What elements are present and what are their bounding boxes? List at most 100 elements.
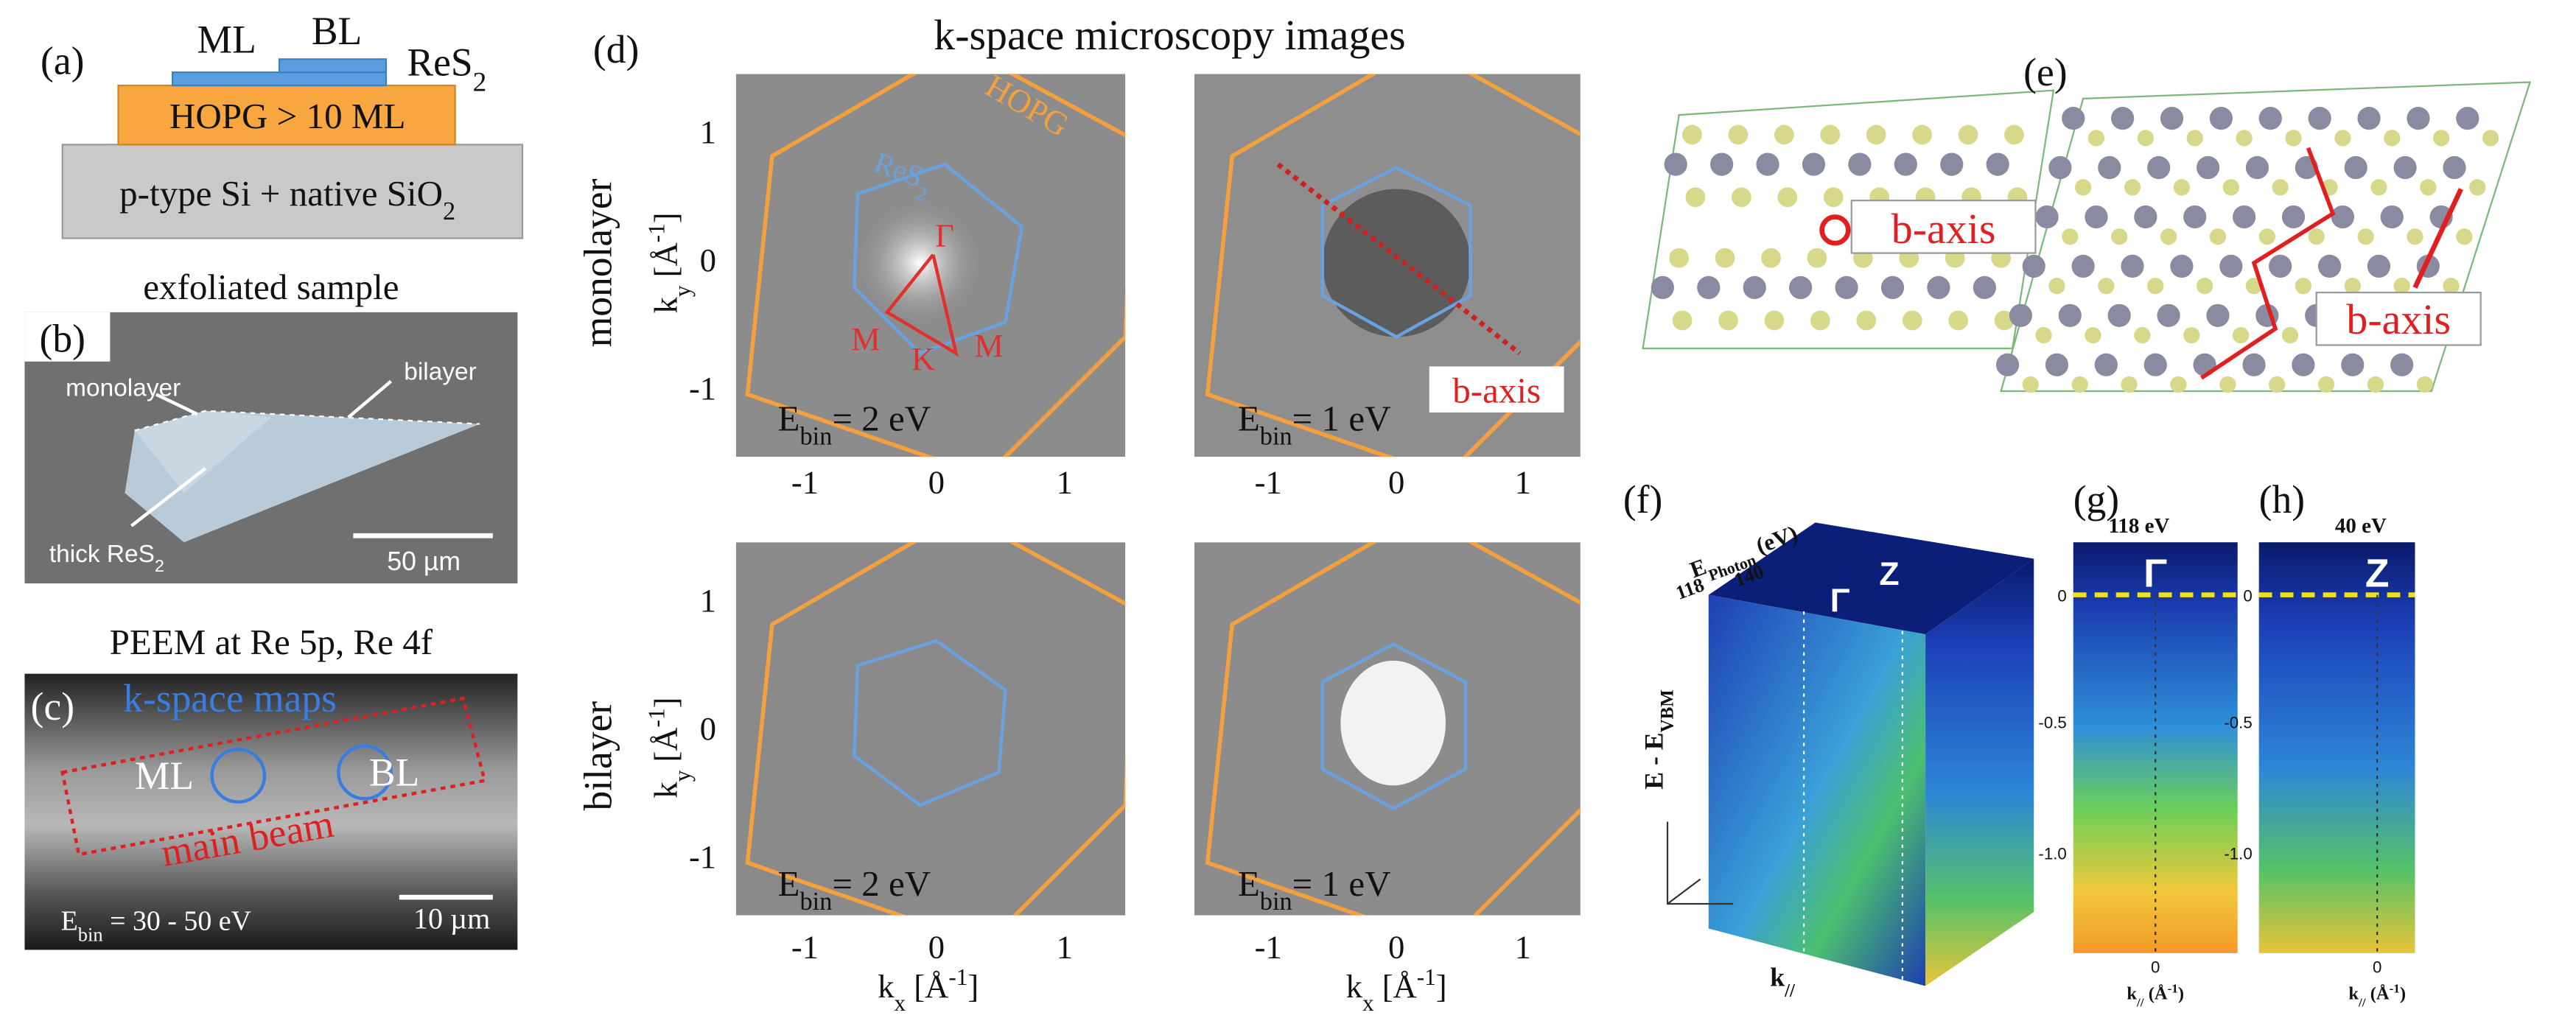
label: Γ xyxy=(1830,583,1850,619)
label: M xyxy=(851,320,881,357)
atom xyxy=(2121,254,2144,278)
panel-label: (g) xyxy=(2073,477,2119,522)
atom xyxy=(2160,228,2177,245)
atom xyxy=(2196,155,2220,180)
cube-side xyxy=(1925,558,2034,986)
label: Ebin= 2 eV xyxy=(778,863,931,916)
label: Γ xyxy=(935,217,954,254)
atom xyxy=(2281,205,2306,229)
label: (Å xyxy=(2366,983,2390,1003)
atom xyxy=(2183,205,2207,229)
atom xyxy=(2384,130,2401,147)
atom xyxy=(2157,303,2180,327)
label: 118 eV xyxy=(2108,514,2169,538)
atom xyxy=(2317,376,2335,393)
atom xyxy=(2071,376,2088,393)
atom xyxy=(1718,310,1738,331)
label: = 1 eV xyxy=(1292,863,1391,904)
atom xyxy=(2143,353,2167,376)
label: Ebin= 2 eV xyxy=(778,398,931,450)
atom xyxy=(2160,107,2184,130)
label: k// xyxy=(1770,963,1796,1001)
atom xyxy=(1902,310,1922,331)
atom xyxy=(1823,187,1844,208)
atom xyxy=(2443,155,2466,180)
peem-image xyxy=(24,673,518,950)
path xyxy=(884,253,959,357)
label: x xyxy=(1362,990,1374,1016)
atom xyxy=(1764,310,1785,331)
x-tick-label: -1 xyxy=(1255,929,1282,966)
b-axis-line xyxy=(1276,162,1522,356)
panel-label: (c) xyxy=(31,684,74,729)
atom xyxy=(2098,278,2115,295)
label: HOPG > 10 ML xyxy=(169,96,406,136)
hopg-zone xyxy=(1205,74,1581,457)
label-backing xyxy=(1850,200,2037,254)
label: -1 xyxy=(2390,981,2400,995)
label: k xyxy=(2348,983,2359,1003)
atom xyxy=(2048,278,2065,295)
label: ReS xyxy=(407,41,472,85)
atom xyxy=(2147,155,2171,180)
label: ML xyxy=(197,17,256,61)
x-tick-label: 0 xyxy=(1388,929,1404,966)
label: b-axis xyxy=(2346,295,2451,343)
atom xyxy=(2416,376,2434,393)
y-tick-label: -1.0 xyxy=(2038,845,2066,863)
label: k xyxy=(648,296,685,313)
atom xyxy=(2285,130,2302,147)
label: PEEM at Re 5p, Re 4f xyxy=(110,622,433,662)
y-tick-label: -0.5 xyxy=(2038,713,2066,731)
label: -1 xyxy=(1417,964,1436,990)
atom xyxy=(2022,254,2045,278)
atom xyxy=(2456,228,2473,245)
atom xyxy=(2004,124,2024,145)
label: E xyxy=(1238,398,1260,438)
atom xyxy=(2219,376,2236,393)
label: p-type Si + native SiO2 xyxy=(119,173,455,225)
atom xyxy=(2295,278,2312,295)
label: k xyxy=(648,782,685,798)
atom xyxy=(2233,326,2250,344)
atom xyxy=(2367,254,2391,278)
label: [Å xyxy=(648,727,685,770)
label: monolayer xyxy=(66,375,181,402)
label: bin xyxy=(78,924,103,946)
bilayer-strip xyxy=(278,58,388,74)
atom xyxy=(1958,124,1978,145)
atom xyxy=(2236,130,2253,147)
atom xyxy=(1880,275,1905,300)
atom xyxy=(2393,155,2417,180)
label: k xyxy=(2127,983,2137,1003)
atom xyxy=(2196,278,2213,295)
atom xyxy=(1820,124,1841,145)
atom xyxy=(2071,254,2095,278)
atom xyxy=(2344,155,2367,180)
label: Z xyxy=(2365,552,2390,595)
atom xyxy=(1777,187,1798,208)
atom xyxy=(1761,248,1781,268)
atom xyxy=(2035,326,2052,344)
label: 10 µm xyxy=(413,902,490,935)
label: thick ReS xyxy=(49,541,155,568)
axes xyxy=(1667,878,1701,905)
label: 2 xyxy=(473,67,487,97)
label: x xyxy=(895,990,906,1016)
label: 2 xyxy=(443,197,455,225)
arrow xyxy=(155,393,198,416)
atom xyxy=(2344,278,2361,295)
atom xyxy=(1866,124,1886,145)
atom xyxy=(2308,107,2331,130)
atom xyxy=(2085,326,2101,344)
atom xyxy=(2258,107,2282,130)
label: k-space maps xyxy=(123,676,337,720)
res2-zone xyxy=(1320,642,1468,811)
label: = 2 eV xyxy=(832,398,931,438)
atom xyxy=(2357,228,2374,245)
label: k xyxy=(1346,968,1363,1005)
y-tick-label: 0 xyxy=(2057,587,2066,605)
atom xyxy=(2341,353,2365,376)
